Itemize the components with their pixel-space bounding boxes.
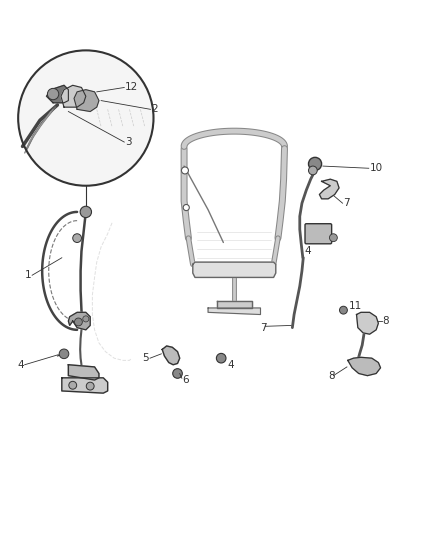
Text: 8: 8 [383, 316, 389, 326]
Polygon shape [348, 357, 381, 376]
Text: 3: 3 [125, 137, 132, 147]
Circle shape [59, 349, 69, 359]
Polygon shape [193, 262, 276, 277]
Circle shape [329, 234, 337, 241]
Text: 11: 11 [349, 301, 362, 311]
Circle shape [183, 205, 189, 211]
Circle shape [47, 88, 59, 100]
Text: 4: 4 [304, 246, 311, 256]
Circle shape [308, 166, 317, 175]
Circle shape [80, 206, 92, 217]
Text: 4: 4 [17, 360, 24, 370]
Text: 7: 7 [343, 198, 350, 208]
Circle shape [216, 353, 226, 363]
Polygon shape [46, 85, 68, 103]
Text: 1: 1 [25, 270, 32, 280]
Circle shape [339, 306, 347, 314]
Text: 4: 4 [228, 360, 234, 370]
FancyBboxPatch shape [305, 224, 332, 244]
Circle shape [18, 51, 153, 185]
Polygon shape [68, 312, 90, 330]
Polygon shape [62, 378, 108, 393]
Text: 2: 2 [151, 104, 158, 114]
Polygon shape [74, 90, 99, 111]
Polygon shape [319, 179, 339, 199]
Circle shape [69, 381, 77, 389]
Circle shape [73, 234, 81, 243]
Polygon shape [357, 312, 378, 334]
Circle shape [173, 369, 182, 378]
Polygon shape [68, 365, 99, 380]
Polygon shape [208, 308, 261, 314]
Polygon shape [61, 85, 86, 107]
Circle shape [86, 382, 94, 390]
Circle shape [308, 157, 321, 171]
Circle shape [74, 318, 82, 326]
Text: 12: 12 [125, 83, 138, 93]
Circle shape [83, 316, 89, 322]
Text: 10: 10 [370, 163, 383, 173]
Polygon shape [217, 302, 252, 308]
Text: 8: 8 [328, 370, 335, 381]
Text: 7: 7 [261, 322, 267, 333]
Text: 5: 5 [142, 353, 149, 363]
Polygon shape [162, 346, 180, 365]
Text: 6: 6 [182, 375, 188, 385]
Circle shape [181, 167, 188, 174]
